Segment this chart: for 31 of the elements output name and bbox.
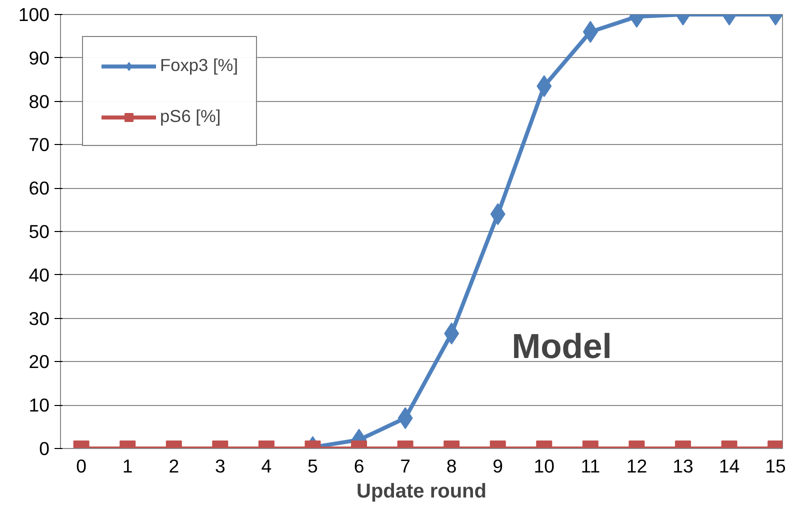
x-tick-label: 7 [400, 456, 411, 476]
x-tick-label: 12 [626, 456, 648, 476]
y-tick-label: 70 [28, 134, 50, 156]
y-tick-label: 0 [39, 438, 50, 459]
x-tick-label: 9 [492, 456, 504, 476]
x-tick-label: 14 [718, 456, 740, 476]
y-tick-label: 90 [28, 47, 50, 68]
x-tick-label: 15 [765, 456, 786, 476]
y-tick-label: 80 [28, 90, 50, 112]
annotation: Model [512, 328, 612, 366]
x-tick-label: 4 [261, 456, 272, 476]
x-tick-label: 11 [580, 456, 600, 476]
y-tick-label: 50 [28, 221, 50, 242]
y-tick-label: 30 [28, 308, 50, 329]
x-tick-label: 0 [76, 456, 87, 476]
x-tick-label: 10 [534, 456, 555, 476]
x-tick-label: 1 [122, 456, 133, 476]
x-tick-label: 3 [214, 456, 226, 476]
x-tick-label: 8 [446, 456, 457, 476]
legend-label: pS6 [%] [160, 106, 221, 127]
y-tick-label: 20 [28, 351, 50, 372]
x-tick-label: 6 [354, 456, 364, 476]
x-axis-title: Update round [356, 480, 487, 502]
y-tick-label: 100 [18, 4, 50, 25]
y-tick-label: 60 [28, 178, 50, 199]
y-tick-label: 10 [28, 394, 50, 416]
legend-label: Foxp3 [%] [160, 55, 238, 76]
x-tick-label: 13 [672, 456, 694, 476]
x-tick-label: 2 [168, 456, 180, 476]
y-tick-label: 40 [28, 264, 50, 286]
x-tick-label: 5 [308, 456, 318, 476]
